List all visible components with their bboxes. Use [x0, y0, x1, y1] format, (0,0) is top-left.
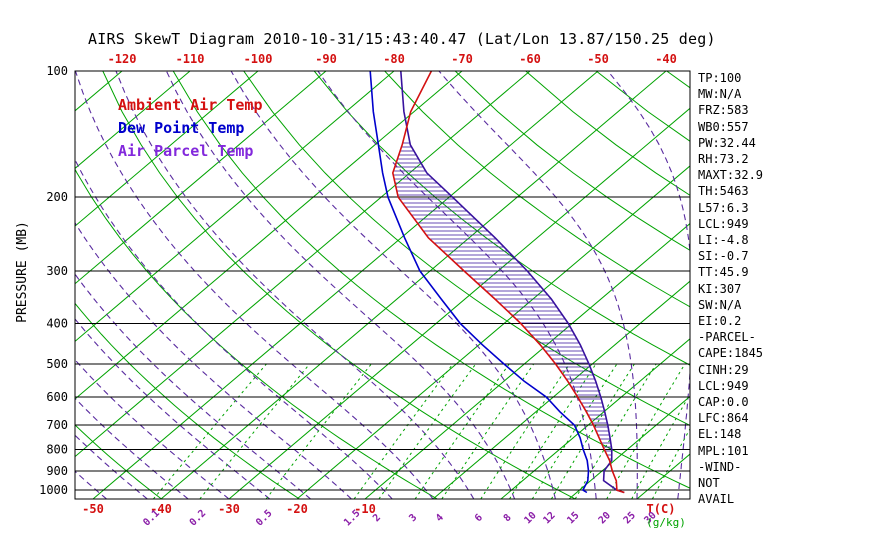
moist-adiabat-lines [75, 71, 690, 499]
bottom-temp-tick-label: -20 [286, 502, 308, 516]
stats-panel: TP:100 MW:N/A FRZ:583 WB0:557 PW:32.44 RH:73.… [698, 70, 763, 507]
pressure-axis-title: PRESSURE (MB) [15, 221, 30, 323]
stats-line: SW:N/A [698, 297, 742, 312]
bottom-temp-tick-label: -50 [82, 502, 104, 516]
stats-line: MW:N/A [698, 87, 742, 102]
mixing-ratio-tick-label: 6 [473, 512, 485, 524]
stats-line: AVAIL [698, 492, 735, 507]
stats-line: TH:5463 [698, 184, 749, 199]
isobar-lines [75, 70, 690, 491]
mixing-ratio-tick-label: 20 [597, 510, 613, 526]
mixing-ratio-tick-label: 15 [565, 510, 581, 526]
mixing-ratio-tick-label: 12 [541, 510, 557, 526]
legend-dew-point-temp: Dew Point Temp [118, 119, 245, 137]
stats-line: MPL:101 [698, 443, 749, 458]
pressure-tick-label: 800 [46, 443, 68, 457]
top-temp-tick-label: -100 [244, 52, 273, 66]
bottom-temp-tick-label: -40 [150, 502, 172, 516]
mixing-ratio-tick-label: 8 [502, 512, 514, 524]
pressure-tick-label: 500 [46, 357, 68, 371]
stats-line: -WIND- [698, 459, 742, 474]
top-temp-tick-label: -40 [655, 52, 677, 66]
legend: Ambient Air Temp Dew Point Temp Air Parcel… [118, 94, 263, 163]
pressure-tick-label: 1000 [39, 483, 68, 497]
mixing-ratio-tick-label: 2 [371, 512, 383, 524]
series-dew-point-temp [369, 71, 590, 494]
legend-air-parcel-temp: Air Parcel Temp [118, 142, 254, 160]
stats-line: SI:-0.7 [698, 249, 749, 264]
stats-line: CAP:0.0 [698, 395, 749, 410]
stats-line: TT:45.9 [698, 265, 749, 280]
pressure-tick-label: 700 [46, 418, 68, 432]
top-temp-tick-label: -120 [108, 52, 137, 66]
top-temp-tick-label: -60 [519, 52, 541, 66]
series-air-parcel-temp [400, 71, 625, 494]
pressure-tick-label: 200 [46, 190, 68, 204]
stats-line: WB0:557 [698, 119, 749, 134]
stats-line: CAPE:1845 [698, 346, 764, 361]
top-temp-tick-label: -80 [383, 52, 405, 66]
top-temp-tick-label: -70 [451, 52, 473, 66]
legend-ambient-air-temp: Ambient Air Temp [118, 96, 263, 114]
mixing-ratio-tick-label: 10 [522, 510, 538, 526]
mixing-ratio-tick-label: 0.5 [254, 508, 275, 529]
stats-line: PW:32.44 [698, 135, 756, 150]
top-temp-tick-label: -110 [176, 52, 205, 66]
temp-unit-label: T(C) [647, 502, 676, 516]
stats-line: FRZ:583 [698, 103, 749, 118]
pressure-tick-label: 400 [46, 316, 68, 330]
dry-adiabat-lines [75, 71, 690, 499]
sounding-curves [369, 71, 625, 494]
series-ambient-air-temp [391, 71, 625, 494]
bottom-temp-tick-label: -10 [354, 502, 376, 516]
mixing-ratio-tick-label: 3 [407, 512, 419, 524]
mixing-ratio-tick-label: 25 [622, 510, 638, 526]
pressure-tick-label: 600 [46, 390, 68, 404]
bottom-temp-tick-label: -30 [218, 502, 240, 516]
stats-line: NOT [698, 476, 720, 491]
pressure-tick-label: 100 [46, 64, 68, 78]
stats-line: L57:6.3 [698, 200, 749, 215]
stats-line: MAXT:32.9 [698, 168, 764, 183]
top-temp-tick-label: -90 [315, 52, 337, 66]
mixing-unit-label: (g/kg) [646, 516, 686, 529]
top-temp-tick-label: -50 [587, 52, 609, 66]
stats-line: EL:148 [698, 427, 742, 442]
pressure-tick-label: 300 [46, 264, 68, 278]
plot-frame [74, 70, 691, 500]
stats-line: TP:100 [698, 71, 742, 85]
pressure-tick-label: 900 [46, 464, 68, 478]
cape-hatch [393, 142, 612, 460]
stats-line: EI:0.2 [698, 314, 742, 329]
stats-line: LCL:949 [698, 216, 749, 231]
stats-line: LI:-4.8 [698, 233, 749, 248]
stats-line: KI:307 [698, 281, 742, 296]
mixing-ratio-tick-label: 4 [434, 512, 446, 524]
stats-line: -PARCEL- [698, 330, 756, 345]
mixing-ratio-tick-label: 0.2 [188, 508, 209, 529]
stats-line: CINH:29 [698, 362, 749, 377]
stats-line: LFC:864 [698, 411, 749, 426]
mixing-ratio-lines [153, 363, 690, 499]
chart-title: AIRS SkewT Diagram 2010-10-31/15:43:40.4… [88, 30, 716, 48]
stats-line: LCL:949 [698, 378, 749, 393]
stats-line: RH:73.2 [698, 152, 749, 167]
